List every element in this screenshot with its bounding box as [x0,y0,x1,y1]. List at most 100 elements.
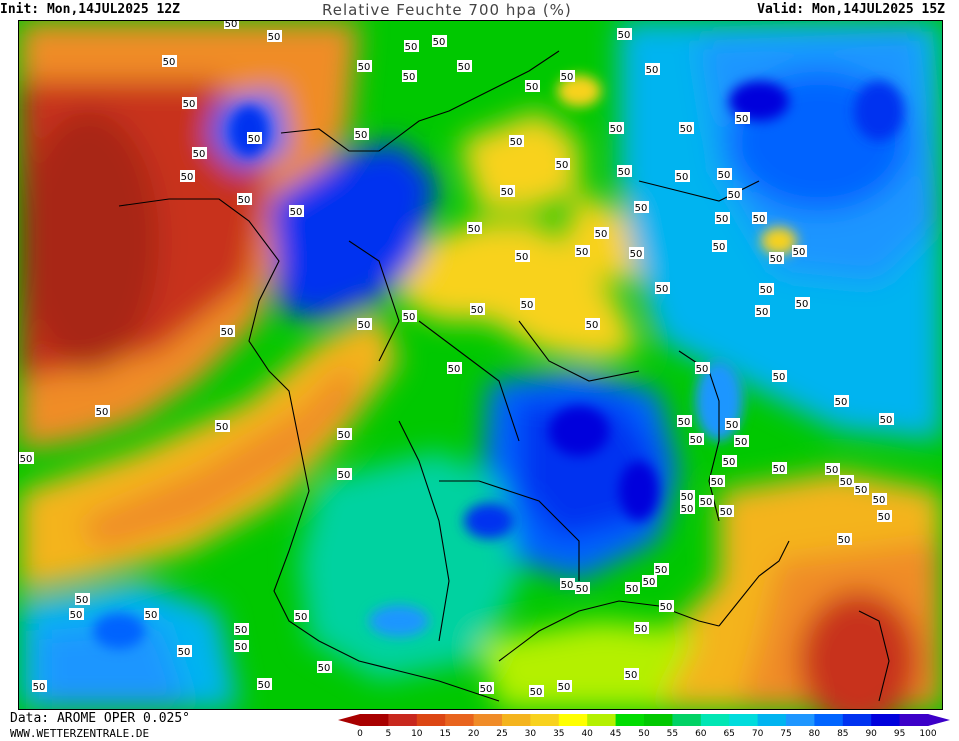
isoline-label: 50 [557,680,572,693]
isoline-label: 50 [722,455,737,468]
svg-text:50: 50 [873,495,886,506]
isoline-label: 50 [735,112,750,125]
svg-text:50: 50 [711,477,724,488]
legend-swatch [672,714,702,726]
legend-tick-label: 60 [695,729,707,739]
isoline-label: 50 [192,147,207,160]
isoline-label: 50 [182,97,197,110]
isoline-label: 50 [555,158,570,171]
svg-text:50: 50 [586,320,599,331]
svg-text:50: 50 [235,625,248,636]
svg-text:50: 50 [521,300,534,311]
svg-text:50: 50 [756,307,769,318]
isoline-label: 50 [520,298,535,311]
svg-text:50: 50 [753,214,766,225]
isoline-label: 50 [679,122,694,135]
isoline-label: 50 [357,60,372,73]
legend-tick-label: 40 [581,729,593,739]
legend-swatch [700,714,730,726]
svg-text:50: 50 [458,62,471,73]
svg-text:50: 50 [20,454,33,465]
svg-text:50: 50 [338,470,351,481]
svg-text:50: 50 [773,464,786,475]
isoline-label: 50 [402,310,417,323]
svg-text:50: 50 [468,224,481,235]
svg-text:50: 50 [248,134,261,145]
isoline-label: 50 [95,405,110,418]
isoline-label: 50 [755,305,770,318]
legend-tick-label: 85 [837,729,849,739]
isoline-label: 50 [257,678,272,691]
legend-tick-label: 10 [411,729,423,739]
svg-text:50: 50 [576,584,589,595]
svg-text:50: 50 [655,565,668,576]
legend-swatch [388,714,418,726]
isoline-label: 50 [715,212,730,225]
isoline-label: 50 [289,205,304,218]
isoline-label: 50 [162,55,177,68]
svg-text:50: 50 [735,437,748,448]
svg-text:50: 50 [826,465,839,476]
svg-text:50: 50 [516,252,529,263]
isoline-label: 50 [625,582,640,595]
svg-text:50: 50 [290,207,303,218]
isoline-label: 50 [712,240,727,253]
svg-text:50: 50 [318,663,331,674]
svg-text:50: 50 [216,422,229,433]
svg-text:50: 50 [625,670,638,681]
isoline-label: 50 [32,680,47,693]
svg-text:50: 50 [480,684,493,695]
isoline-label: 50 [575,245,590,258]
isoline-label: 50 [689,433,704,446]
svg-text:50: 50 [855,485,868,496]
svg-text:50: 50 [448,364,461,375]
isoline-label: 50 [224,21,239,30]
svg-text:50: 50 [355,130,368,141]
isoline-label: 50 [585,318,600,331]
legend-tick-label: 30 [524,729,537,739]
isoline-label: 50 [470,303,485,316]
isoline-label: 50 [769,252,784,265]
legend-swatch [729,714,759,726]
legend-swatch [445,714,475,726]
svg-text:50: 50 [793,247,806,258]
isoline-label: 50 [215,420,230,433]
svg-text:50: 50 [796,299,809,310]
isoline-label: 50 [695,362,710,375]
legend-swatch [644,714,673,726]
isoline-label: 50 [467,222,482,235]
isoline-label: 50 [719,505,734,518]
isoline-label: 50 [759,283,774,296]
map-title: Relative Feuchte 700 hpa (%) [322,1,572,19]
svg-text:50: 50 [268,32,281,43]
svg-text:50: 50 [635,203,648,214]
isoline-label: 50 [617,28,632,41]
isoline-label: 50 [645,63,660,76]
isoline-label: 50 [734,435,749,448]
legend-arrow-left [338,714,360,726]
svg-text:50: 50 [680,124,693,135]
svg-text:50: 50 [720,507,733,518]
legend-tick-label: 35 [553,729,565,739]
isoline-label: 50 [834,395,849,408]
svg-text:50: 50 [145,610,158,621]
isoline-label: 50 [877,510,892,523]
isoline-label: 50 [234,623,249,636]
isoline-label: 50 [180,170,195,183]
svg-text:50: 50 [258,680,271,691]
isoline-label: 50 [337,468,352,481]
isoline-label: 50 [680,490,695,503]
svg-text:50: 50 [338,430,351,441]
isoline-label: 50 [529,685,544,698]
isoline-label: 50 [75,593,90,606]
valid-time-label: Valid: Mon,14JUL2025 15Z [757,2,945,17]
legend-swatch [416,714,446,726]
color-scale-legend [338,714,950,726]
legend-swatch [786,714,815,726]
legend-tick-label: 20 [467,729,480,739]
svg-text:50: 50 [835,397,848,408]
isoline-label: 50 [772,462,787,475]
svg-text:50: 50 [510,137,523,148]
svg-text:50: 50 [838,535,851,546]
humidity-field-svg: 50 50 50 50 50 50 50 50 50 50 50 50 50 5… [19,21,942,709]
